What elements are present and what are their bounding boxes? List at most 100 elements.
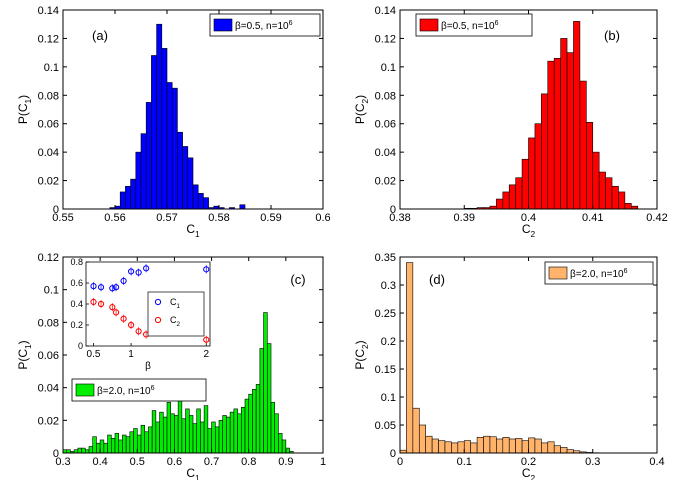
- histogram-bar: [521, 440, 529, 454]
- histogram-bar: [196, 408, 201, 454]
- x-tick-label: 0.41: [582, 212, 603, 224]
- panel-label: (b): [604, 28, 620, 43]
- histogram-bar: [553, 58, 561, 210]
- inset-y-tick-label: 0.2: [70, 320, 83, 330]
- histogram-bar: [566, 52, 574, 210]
- x-tick-label: 0.4: [521, 212, 536, 224]
- histogram-bar: [406, 262, 414, 454]
- histogram-bar: [203, 197, 209, 210]
- histogram-bar: [508, 438, 516, 454]
- y-tick-label: 0.2: [381, 336, 396, 348]
- histogram-bar: [579, 80, 587, 210]
- inset-point: [120, 277, 127, 284]
- histogram-bar: [96, 442, 101, 454]
- y-tick-label: 0.02: [38, 176, 59, 188]
- y-tick-label: 0.06: [38, 119, 59, 131]
- histogram-bar: [431, 438, 439, 454]
- x-tick-label: 0.42: [646, 212, 667, 224]
- histogram-bar: [270, 402, 276, 454]
- histogram-bar: [496, 198, 504, 210]
- histogram-bar: [174, 415, 179, 454]
- histogram-bar: [592, 151, 600, 210]
- panel-label: (d): [429, 272, 445, 287]
- histogram-bar: [618, 191, 626, 210]
- y-tick-label: 0.02: [375, 176, 396, 188]
- histogram-bar: [81, 447, 86, 454]
- histogram-bar: [92, 436, 97, 454]
- histogram-bar: [185, 408, 190, 454]
- y-tick-label: 0.12: [38, 252, 59, 264]
- histogram-bar: [136, 434, 142, 454]
- histogram-bar: [515, 438, 523, 454]
- legend-label: β=2.0, n=106: [570, 268, 628, 280]
- histogram-bar: [125, 185, 131, 210]
- y-axis-label: P(C2): [353, 95, 370, 124]
- histogram-bar: [103, 442, 108, 454]
- histogram-bar: [547, 441, 555, 454]
- x-tick-label: 0.8: [241, 456, 256, 468]
- y-tick-label: 0.04: [38, 147, 59, 159]
- histogram-bar: [130, 178, 137, 210]
- inset-point: [112, 284, 120, 291]
- histogram-bar: [457, 441, 465, 454]
- histogram-bar: [211, 421, 216, 454]
- y-tick-label: 0.1: [381, 62, 396, 74]
- y-tick-label: 0.08: [375, 90, 396, 102]
- legend-swatch: [419, 18, 439, 32]
- histogram-bar: [586, 121, 594, 210]
- histogram-bar: [438, 440, 446, 454]
- histogram-bar: [573, 21, 581, 210]
- x-tick-label: 0.57: [156, 212, 177, 224]
- y-tick-label: 0: [53, 204, 59, 216]
- y-tick-label: 0: [390, 448, 396, 460]
- histogram-bar: [266, 343, 272, 454]
- inset-point: [90, 283, 97, 290]
- histogram-bar: [255, 384, 261, 454]
- legend-swatch: [75, 383, 95, 397]
- legend-swatch: [213, 18, 233, 32]
- y-tick-label: 0.1: [381, 392, 396, 404]
- inset-x-axis-label: β: [145, 361, 151, 372]
- histogram-bar: [182, 146, 189, 210]
- histogram-bar: [281, 439, 287, 454]
- y-tick-label: 0: [390, 204, 396, 216]
- x-tick-label: 0.2: [521, 456, 536, 468]
- histogram-bar: [151, 55, 157, 210]
- histogram-bar: [119, 191, 126, 210]
- histogram-bar: [177, 131, 183, 210]
- y-tick-label: 0.3: [381, 280, 396, 292]
- panel-c-inset: 0.5 1 2 0 0.2 0.4 0.6 0.8 β C1 C2: [70, 257, 211, 372]
- panel-label: (c): [290, 272, 305, 287]
- y-axis-label: P(C2): [353, 340, 370, 369]
- histogram-bar: [218, 420, 224, 454]
- histogram-bar: [611, 185, 619, 210]
- histogram-bar: [239, 204, 246, 210]
- histogram-bar: [463, 440, 471, 454]
- histogram-bar: [541, 442, 549, 454]
- inset-legend-marker: [154, 298, 162, 306]
- histogram-bar: [187, 157, 194, 210]
- histogram-bar: [285, 447, 290, 454]
- x-tick-label: 0.6: [315, 212, 330, 224]
- histogram-bar: [489, 436, 497, 454]
- histogram-bar: [133, 428, 138, 454]
- histogram-bar: [274, 413, 279, 454]
- inset-point: [127, 268, 135, 275]
- histogram-bar: [502, 437, 510, 454]
- y-tick-label: 0.15: [375, 364, 396, 376]
- x-tick-label: 1: [320, 456, 326, 468]
- histogram-bar: [605, 177, 613, 210]
- x-tick-label: 0.56: [104, 212, 125, 224]
- x-tick-label: 0.4: [649, 456, 664, 468]
- histogram-bar: [110, 437, 116, 454]
- histogram-bar: [151, 410, 157, 454]
- y-tick-label: 0: [53, 448, 59, 460]
- legend-box: [415, 13, 533, 37]
- inset-point: [203, 336, 210, 343]
- histogram-bar: [125, 436, 131, 454]
- inset-point: [135, 328, 142, 335]
- inset-point: [127, 321, 135, 329]
- inset-legend-label: C1: [170, 297, 181, 310]
- x-tick-label: 0.39: [454, 212, 475, 224]
- y-tick-label: 0.06: [38, 350, 59, 362]
